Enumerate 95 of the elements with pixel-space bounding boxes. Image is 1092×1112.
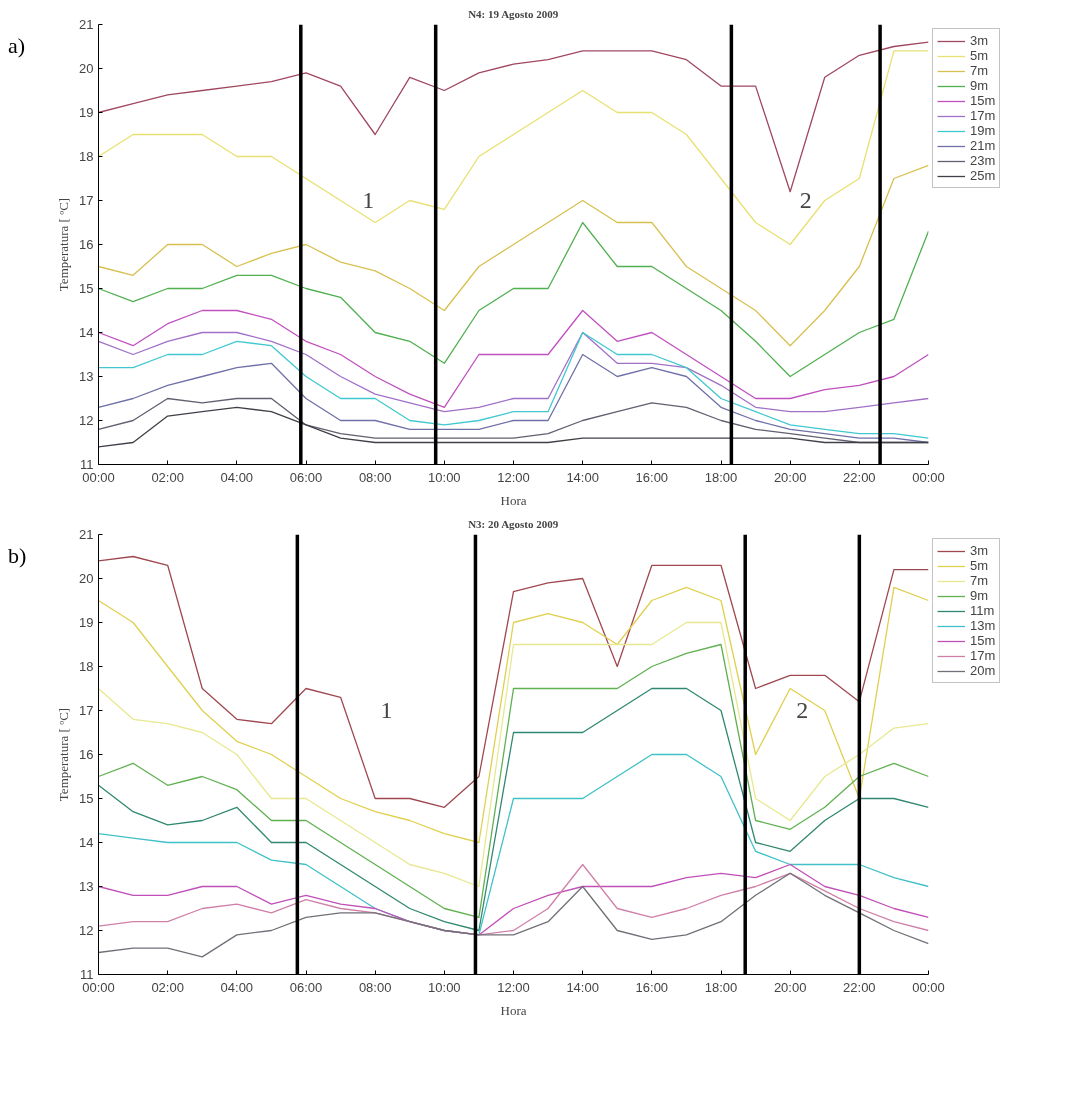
y-tick-label: 20 — [79, 571, 94, 586]
legend-label: 15m — [970, 633, 996, 648]
legend-label: 19m — [970, 123, 996, 138]
line-series — [98, 164, 929, 347]
legend-label: 21m — [970, 138, 996, 153]
x-tick-label: 06:00 — [289, 469, 323, 485]
y-tick-label: 17 — [79, 703, 94, 718]
y-tick-label: 16 — [79, 747, 94, 762]
y-tick-label: 16 — [79, 237, 94, 252]
y-tick-label: 11 — [80, 457, 94, 472]
line-series — [98, 643, 929, 918]
line-series — [98, 50, 929, 246]
x-tick-label: 08:00 — [358, 469, 392, 485]
line-series — [98, 687, 929, 932]
y-tick-label: 13 — [79, 879, 94, 894]
line-series — [98, 41, 929, 193]
line-series — [98, 309, 929, 408]
line-series — [98, 872, 929, 958]
x-tick-label: 12:00 — [497, 469, 530, 485]
line-series — [98, 406, 929, 448]
x-tick-label: 22:00 — [843, 979, 876, 995]
y-tick-label: 11 — [80, 967, 94, 982]
y-tick-label: 15 — [79, 791, 94, 806]
legend-label: 5m — [970, 558, 990, 573]
y-tick-label: 14 — [79, 835, 94, 850]
x-tick-label: 00:00 — [912, 469, 945, 485]
annotation: 2 — [796, 697, 809, 723]
legend-label: 3m — [970, 33, 990, 48]
y-tick-label: 14 — [79, 325, 94, 340]
x-tick-label: 12:00 — [497, 979, 530, 995]
y-tick-label: 12 — [79, 413, 94, 428]
x-tick-label: 06:00 — [289, 979, 323, 995]
legend-label: 17m — [970, 648, 996, 663]
x-tick-label: 00:00 — [82, 469, 115, 485]
x-tick-label: 02:00 — [151, 469, 184, 485]
legend-label: 13m — [970, 618, 996, 633]
x-tick-label: 14:00 — [566, 469, 599, 485]
annotation: 1 — [380, 697, 393, 723]
y-tick-label: 15 — [79, 281, 94, 296]
y-tick-label: 21 — [79, 17, 94, 32]
annotation: 1 — [362, 187, 375, 213]
x-tick-label: 16:00 — [635, 979, 669, 995]
x-tick-label: 02:00 — [151, 979, 184, 995]
legend-label: 7m — [970, 63, 990, 78]
line-series — [98, 331, 929, 439]
x-tick-label: 08:00 — [358, 979, 392, 995]
x-tick-label: 10:00 — [428, 469, 461, 485]
y-axis-title: Temperatura [ ºC] — [56, 707, 72, 802]
legend-label: 15m — [970, 93, 996, 108]
x-tick-label: 04:00 — [220, 979, 254, 995]
chart-title: N3: 20 Agosto 2009 — [468, 517, 559, 530]
line-series — [98, 863, 929, 936]
line-series — [98, 221, 929, 378]
line-series — [98, 586, 929, 844]
text: b) — [8, 543, 27, 568]
legend-label: 11m — [970, 603, 995, 618]
x-axis-title: Hora — [500, 492, 527, 508]
x-tick-label: 14:00 — [566, 979, 599, 995]
line-series — [98, 621, 929, 888]
chart-title: N4: 19 Agosto 2009 — [468, 7, 559, 20]
line-series — [98, 555, 929, 808]
x-tick-label: 16:00 — [635, 469, 669, 485]
legend-label: 25m — [970, 168, 996, 183]
line-series — [98, 353, 929, 444]
legend-label: 3m — [970, 543, 990, 558]
x-tick-label: 20:00 — [773, 469, 807, 485]
y-tick-label: 12 — [79, 923, 94, 938]
y-tick-label: 18 — [79, 659, 94, 674]
y-tick-label: 17 — [79, 193, 94, 208]
text: a) — [8, 33, 26, 58]
legend-label: 23m — [970, 153, 996, 168]
x-tick-label: 00:00 — [82, 979, 115, 995]
legend-label: 9m — [970, 78, 990, 93]
line-series — [98, 331, 929, 413]
y-tick-label: 19 — [79, 105, 94, 120]
x-tick-label: 18:00 — [704, 469, 738, 485]
x-tick-label: 20:00 — [773, 979, 807, 995]
legend-label: 9m — [970, 588, 990, 603]
legend-label: 20m — [970, 663, 996, 678]
legend-label: 17m — [970, 108, 996, 123]
y-tick-label: 19 — [79, 615, 94, 630]
legend-label: 7m — [970, 573, 990, 588]
x-tick-label: 04:00 — [220, 469, 254, 485]
x-tick-label: 22:00 — [843, 469, 876, 485]
y-tick-label: 18 — [79, 149, 94, 164]
y-tick-label: 13 — [79, 369, 94, 384]
x-tick-label: 18:00 — [704, 979, 738, 995]
x-tick-label: 10:00 — [428, 979, 461, 995]
y-tick-label: 20 — [79, 61, 94, 76]
x-tick-label: 00:00 — [912, 979, 945, 995]
legend-label: 5m — [970, 48, 990, 63]
y-tick-label: 21 — [79, 527, 94, 542]
annotation: 2 — [799, 187, 812, 213]
y-axis-title: Temperatura [ ºC] — [56, 197, 72, 292]
x-axis-title: Hora — [500, 1002, 527, 1018]
